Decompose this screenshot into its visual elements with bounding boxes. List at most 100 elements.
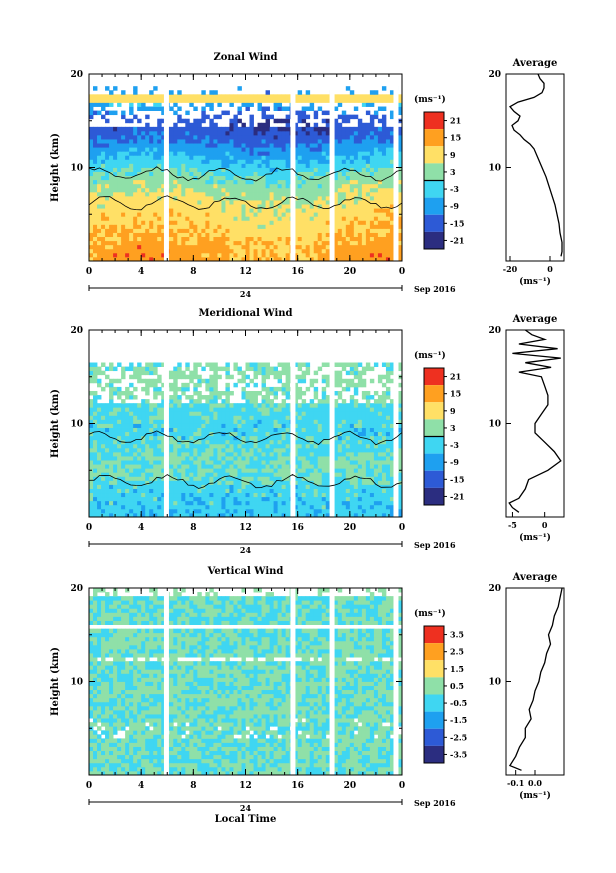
heatmap-cell — [333, 232, 339, 238]
heatmap-cell — [353, 187, 359, 193]
panel-title: Meridional Wind — [198, 308, 292, 319]
heatmap-cell — [253, 427, 258, 433]
heatmap-cell — [209, 464, 214, 469]
heatmap-cell — [273, 163, 278, 168]
heatmap-cell — [133, 175, 138, 181]
heatmap-cell — [157, 224, 162, 229]
heatmap-cell — [89, 236, 94, 242]
heatmap-cell — [121, 447, 126, 453]
heatmap-cell — [117, 155, 122, 160]
heatmap-cell — [381, 191, 387, 197]
heatmap-cell — [361, 208, 367, 213]
heatmap-cell — [309, 427, 315, 433]
heatmap-cell — [129, 191, 134, 197]
heatmap-cell — [101, 147, 106, 152]
heatmap-cell — [281, 220, 287, 225]
heatmap-cell — [205, 130, 210, 136]
heatmap-cell — [209, 423, 214, 428]
heatmap-cell — [101, 134, 106, 140]
heatmap-cell — [229, 171, 234, 177]
heatmap-cell — [213, 447, 218, 453]
heatmap-cell — [97, 504, 102, 510]
heatmap-cell — [105, 504, 110, 510]
heatmap-cell — [89, 252, 94, 258]
heatmap-cell — [157, 460, 162, 465]
heatmap-cell — [309, 484, 315, 489]
heatmap-cell — [349, 139, 355, 144]
heatmap-cell — [109, 98, 114, 103]
heatmap-cell — [377, 171, 383, 177]
heatmap-cell — [257, 476, 262, 481]
heatmap-cell — [365, 212, 371, 217]
heatmap-cell — [97, 415, 102, 420]
heatmap-cell — [197, 423, 202, 428]
heatmap-cell — [265, 508, 270, 514]
heatmap-cell — [101, 435, 106, 441]
heatmap-cell — [93, 171, 98, 177]
heatmap-cell — [369, 224, 375, 229]
heatmap-cell — [117, 456, 122, 461]
heatmap-cell — [349, 163, 355, 168]
heatmap-cell — [225, 492, 230, 498]
heatmap-cell — [389, 90, 395, 95]
heatmap-cell — [109, 130, 114, 136]
heatmap-cell — [141, 431, 146, 437]
heatmap-cell — [201, 240, 206, 246]
heatmap-cell — [269, 464, 274, 469]
heatmap-cell — [157, 468, 162, 473]
heatmap-cell — [313, 126, 319, 132]
heatmap-cell — [353, 232, 359, 238]
heatmap-cell — [133, 236, 138, 242]
heatmap-cell — [325, 134, 331, 140]
heatmap-cell — [285, 480, 291, 485]
heatmap-cell — [325, 484, 331, 489]
heatmap-cell — [333, 183, 339, 189]
heatmap-cell — [277, 220, 283, 225]
heatmap-cell — [337, 248, 343, 254]
heatmap-cell — [89, 106, 94, 111]
heatmap-cell — [177, 512, 182, 518]
heatmap-cell — [357, 220, 363, 225]
heatmap-cell — [377, 134, 383, 140]
heatmap-cell — [245, 248, 250, 254]
heatmap-cell — [313, 236, 319, 242]
heatmap-cell — [261, 130, 266, 136]
heatmap-cell — [341, 244, 347, 250]
heatmap-cell — [121, 114, 126, 120]
heatmap-cell — [157, 212, 162, 217]
heatmap-cell — [369, 468, 375, 473]
heatmap-cell — [141, 504, 146, 510]
heatmap-cell — [97, 130, 102, 136]
heatmap-cell — [365, 423, 371, 428]
heatmap-cell — [141, 439, 146, 445]
heatmap-cell — [161, 118, 166, 124]
heatmap-cell — [305, 488, 311, 494]
heatmap-cell — [277, 480, 283, 485]
heatmap-cell — [137, 504, 142, 510]
heatmap-cell — [305, 248, 311, 254]
heatmap-cell — [193, 256, 198, 262]
heatmap-cell — [113, 212, 118, 217]
heatmap-cell — [301, 256, 307, 262]
heatmap-cell — [253, 451, 258, 457]
heatmap-cell — [109, 244, 114, 250]
heatmap-cell — [137, 244, 142, 250]
heatmap-cell — [205, 464, 210, 469]
heatmap-cell — [201, 443, 206, 449]
heatmap-cell — [277, 187, 283, 193]
heatmap-cell — [117, 431, 122, 437]
heatmap-cell — [333, 208, 339, 213]
heatmap-cell — [217, 147, 222, 152]
heatmap-cell — [97, 151, 102, 156]
heatmap-cell — [341, 110, 347, 116]
heatmap-cell — [345, 155, 351, 160]
heatmap-cell — [137, 423, 142, 428]
heatmap-cell — [253, 228, 258, 233]
heatmap-cell — [305, 240, 311, 246]
heatmap-cell — [269, 98, 274, 103]
heatmap-cell — [285, 464, 291, 469]
heatmap-cell — [209, 468, 214, 473]
heatmap-cell — [337, 244, 343, 250]
heatmap-cell — [121, 256, 126, 262]
heatmap-cell — [333, 435, 339, 441]
